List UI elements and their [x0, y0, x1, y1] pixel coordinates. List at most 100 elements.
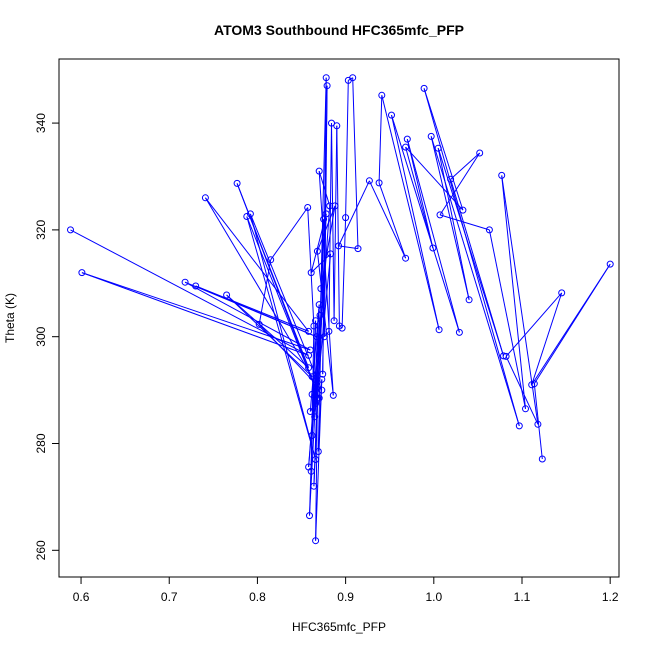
series-segment: [333, 125, 338, 321]
data-point: [311, 413, 319, 421]
data-point: [502, 352, 510, 360]
data-point: [305, 327, 313, 335]
data-point: [312, 537, 320, 545]
data-point: [318, 375, 326, 383]
series-segment: [236, 183, 320, 399]
series-segment: [439, 152, 481, 216]
data-point: [465, 296, 473, 304]
series-segment: [249, 213, 323, 391]
data-point: [308, 373, 316, 381]
y-axis-label: Theta (K): [3, 293, 17, 343]
data-point: [305, 364, 313, 372]
data-point: [435, 326, 443, 334]
data-point: [322, 210, 330, 218]
series-segment: [331, 123, 335, 321]
data-point: [310, 482, 318, 490]
series-segment: [249, 213, 317, 460]
data-point: [530, 380, 538, 388]
series-segment: [378, 95, 383, 183]
data-point: [323, 82, 331, 90]
data-point: [403, 135, 411, 143]
data-point: [349, 74, 357, 82]
data-point: [317, 285, 325, 293]
series-segment: [226, 294, 309, 369]
series-segment: [406, 138, 434, 249]
data-point: [429, 244, 437, 252]
data-point: [427, 132, 435, 140]
series-segment: [246, 216, 317, 460]
data-point: [308, 390, 316, 398]
data-point: [515, 422, 523, 430]
data-point: [338, 324, 346, 332]
data-point: [308, 432, 316, 439]
series-segment: [81, 272, 309, 356]
series-segment: [316, 205, 336, 252]
data-point: [522, 405, 529, 413]
data-point: [447, 175, 455, 183]
data-point: [322, 74, 330, 82]
series-segment: [348, 77, 353, 81]
data-point: [325, 327, 333, 335]
y-tick-label: 260: [34, 540, 48, 560]
data-point: [313, 394, 321, 402]
chart-title: ATOM3 Southbound HFC365mfc_PFP: [214, 22, 464, 38]
data-point: [330, 317, 338, 325]
data-point: [326, 202, 334, 210]
data-point: [434, 144, 442, 152]
data-point: [538, 455, 546, 463]
series-segment: [314, 205, 331, 417]
data-point: [246, 210, 254, 218]
series-segment: [307, 207, 315, 327]
series-segment: [341, 217, 347, 329]
data-point: [315, 167, 323, 175]
series-segment: [314, 253, 332, 417]
series-segment: [505, 292, 563, 357]
series-segment: [270, 207, 309, 261]
series-segment: [352, 77, 359, 249]
series-segment: [328, 123, 332, 332]
x-tick-label: 1.0: [425, 590, 442, 604]
data-point: [365, 177, 373, 185]
y-tick-label: 320: [34, 220, 48, 240]
series-segment: [345, 80, 349, 218]
data-point: [181, 278, 189, 286]
data-point: [534, 420, 542, 428]
series-segment: [531, 292, 563, 385]
data-point: [306, 512, 313, 520]
data-point: [313, 333, 320, 341]
data-point: [201, 194, 209, 202]
data-point: [307, 269, 315, 277]
data-point: [436, 211, 444, 219]
data-point: [315, 301, 323, 309]
data-point: [267, 256, 275, 264]
data-point: [333, 122, 341, 130]
data-point: [402, 143, 410, 151]
series-segment: [318, 171, 334, 396]
series-segment: [501, 175, 526, 409]
data-point: [476, 149, 484, 157]
data-point: [78, 269, 86, 277]
x-axis-label: HFC365mfc_PFP: [292, 620, 386, 634]
data-point: [192, 282, 200, 290]
y-tick-label: 280: [34, 433, 48, 453]
series-segment: [533, 263, 611, 384]
data-point: [498, 171, 506, 179]
data-point: [378, 91, 386, 99]
x-tick-label: 1.1: [514, 590, 531, 604]
data-point: [342, 214, 350, 222]
data-point: [388, 111, 395, 119]
x-tick-label: 0.9: [337, 590, 354, 604]
data-point: [319, 370, 327, 378]
series-segment: [437, 148, 470, 300]
plot-area: [67, 74, 614, 545]
series-segment: [406, 138, 460, 333]
series-segment: [391, 114, 460, 333]
series-segment: [381, 95, 440, 330]
series-segment: [81, 272, 311, 351]
series-segment: [505, 356, 539, 425]
x-tick-label: 1.2: [602, 590, 619, 604]
series-segment: [310, 213, 327, 273]
series-segment: [205, 197, 309, 332]
x-tick-label: 0.7: [161, 590, 178, 604]
